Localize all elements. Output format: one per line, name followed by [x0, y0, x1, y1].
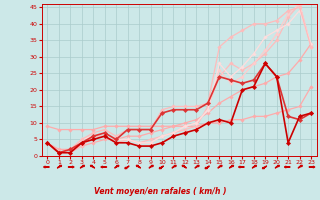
Text: Vent moyen/en rafales ( km/h ): Vent moyen/en rafales ( km/h ) — [94, 187, 226, 196]
